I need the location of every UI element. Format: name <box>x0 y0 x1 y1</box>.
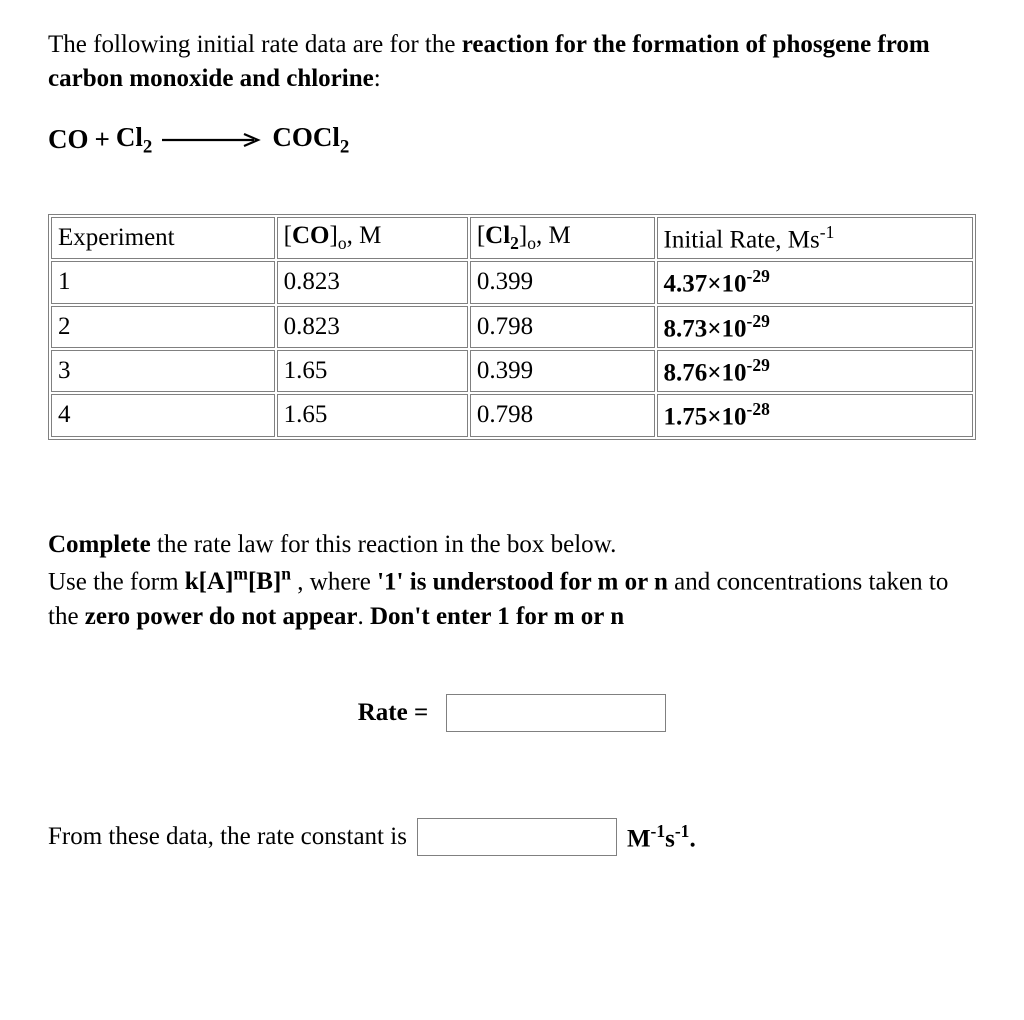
cell-rate: 8.73×10-29 <box>657 306 973 348</box>
rate-law-input[interactable] <box>446 694 666 732</box>
rate-constant-input[interactable] <box>417 818 617 856</box>
h2-b-sub: 2 <box>510 233 519 253</box>
rate-m: 8.76×10 <box>664 359 747 386</box>
cell-exp: 2 <box>51 306 275 348</box>
instr-line1: the rate law for this reaction in the bo… <box>151 531 617 558</box>
h2-open: [ <box>477 222 485 249</box>
h2-close: ] <box>519 222 527 249</box>
product-cocl2: COCl2 <box>272 122 349 158</box>
rate-constant-unit: M-1s-1. <box>627 821 696 853</box>
cell-co: 1.65 <box>277 350 468 392</box>
instr-complete: Complete <box>48 531 151 558</box>
form-n: n <box>281 564 291 584</box>
rate-m: 8.73×10 <box>664 315 747 342</box>
cell-exp: 1 <box>51 261 275 303</box>
cl-base: Cl <box>116 122 143 152</box>
h2-tail: , M <box>536 222 571 249</box>
rate-data-table: Experiment [CO]o, M [Cl2]o, M Initial Ra… <box>48 214 976 440</box>
form-k: k[A] <box>185 568 234 595</box>
h1-bold: CO <box>292 222 330 249</box>
cell-rate: 4.37×10-29 <box>657 261 973 303</box>
intro-prefix: The following initial rate data are for … <box>48 31 462 58</box>
intro-suffix: : <box>374 65 381 92</box>
cell-cl2: 0.399 <box>470 261 655 303</box>
instr-dot: . <box>357 603 370 630</box>
h1-open: [ <box>284 222 292 249</box>
intro-paragraph: The following initial rate data are for … <box>48 28 976 96</box>
plus-sign: + <box>95 124 110 155</box>
reactant-co: CO <box>48 124 89 155</box>
rate-equals-label: Rate = <box>358 699 428 727</box>
h2-b-base: Cl <box>485 222 510 249</box>
cell-exp: 4 <box>51 394 275 436</box>
rate-e: -29 <box>747 355 770 375</box>
reaction-arrow-icon <box>162 132 262 148</box>
instr-form: k[A]m[B]n <box>185 568 291 595</box>
cell-rate: 8.76×10-29 <box>657 350 973 392</box>
cell-cl2: 0.798 <box>470 306 655 348</box>
rate-e: -29 <box>747 311 770 331</box>
table-row: 1 0.823 0.399 4.37×10-29 <box>51 261 973 303</box>
reactant-cl2: Cl2 <box>116 122 152 158</box>
instructions-paragraph: Complete the rate law for this reaction … <box>48 528 976 635</box>
table-row: 3 1.65 0.399 8.76×10-29 <box>51 350 973 392</box>
rate-constant-prefix: From these data, the rate constant is <box>48 823 407 851</box>
cocl-sub: 2 <box>340 136 349 157</box>
cell-exp: 3 <box>51 350 275 392</box>
form-mid: [B] <box>248 568 281 595</box>
cell-co: 1.65 <box>277 394 468 436</box>
header-experiment: Experiment <box>51 217 275 259</box>
rate-e: -29 <box>747 266 770 286</box>
table-row: 4 1.65 0.798 1.75×10-28 <box>51 394 973 436</box>
rate-m: 4.37×10 <box>664 271 747 298</box>
instr-dont: Don't enter 1 for m or n <box>370 603 624 630</box>
cell-co: 0.823 <box>277 306 468 348</box>
unit-dot: . <box>689 826 695 853</box>
h3-text: Initial Rate, Ms <box>664 226 820 253</box>
h1-tail: , M <box>347 222 382 249</box>
h3-sup: -1 <box>820 222 835 242</box>
rate-law-row: Rate = <box>48 694 976 732</box>
table-header-row: Experiment [CO]o, M [Cl2]o, M Initial Ra… <box>51 217 973 259</box>
cocl-base: COCl <box>272 122 340 152</box>
h1-close: ] <box>330 222 338 249</box>
unit-sup1: -1 <box>651 821 666 841</box>
cell-cl2: 0.798 <box>470 394 655 436</box>
cell-rate: 1.75×10-28 <box>657 394 973 436</box>
header-co: [CO]o, M <box>277 217 468 259</box>
header-rate: Initial Rate, Ms-1 <box>657 217 973 259</box>
h2-sub: o <box>527 233 536 253</box>
problem-page: The following initial rate data are for … <box>0 0 1024 1020</box>
cl-sub: 2 <box>143 136 152 157</box>
reaction-equation: CO + Cl2 COCl2 <box>48 122 976 158</box>
rate-m: 1.75×10 <box>664 404 747 431</box>
instr-where: , where <box>291 568 377 595</box>
rate-e: -28 <box>747 399 770 419</box>
table-row: 2 0.823 0.798 8.73×10-29 <box>51 306 973 348</box>
header-cl2: [Cl2]o, M <box>470 217 655 259</box>
unit-M: M <box>627 826 651 853</box>
instr-zero: zero power do not appear <box>85 603 358 630</box>
form-m: m <box>233 564 248 584</box>
cell-cl2: 0.399 <box>470 350 655 392</box>
instr-one: '1' is understood for m or n <box>377 568 668 595</box>
instr-use: Use the form <box>48 568 185 595</box>
h2-bold: Cl2 <box>485 222 519 249</box>
cell-co: 0.823 <box>277 261 468 303</box>
h1-sub: o <box>338 233 347 253</box>
unit-sup2: -1 <box>675 821 690 841</box>
unit-s: s <box>665 826 675 853</box>
rate-constant-row: From these data, the rate constant is M-… <box>48 818 976 856</box>
